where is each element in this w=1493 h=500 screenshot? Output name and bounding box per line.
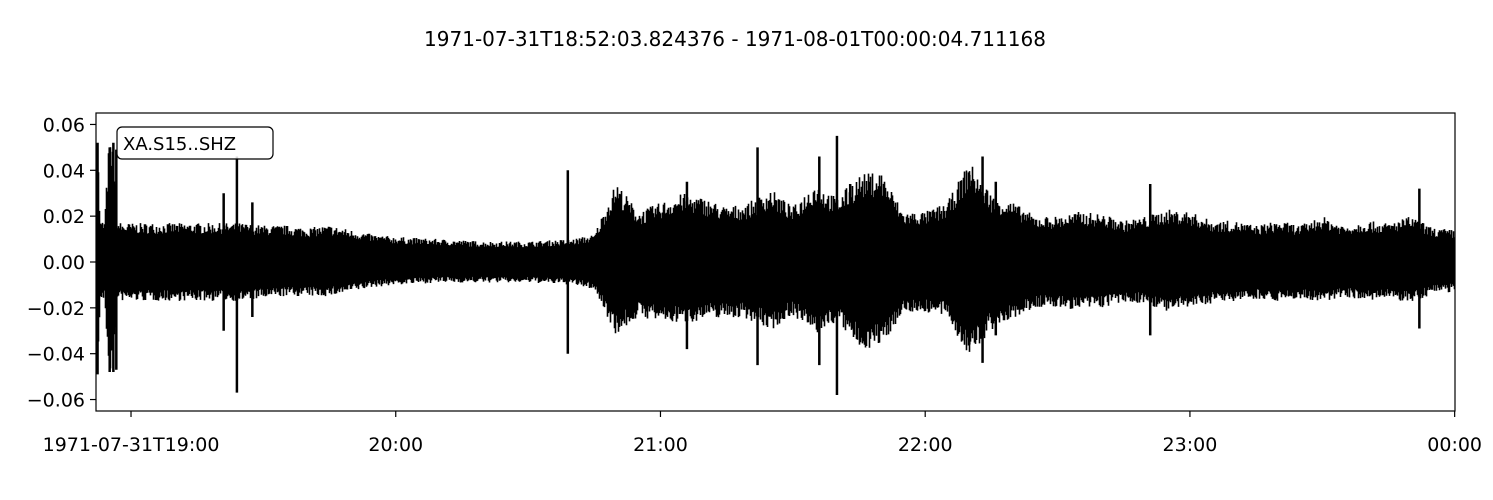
y-tick-label: 0.00 bbox=[43, 252, 85, 274]
x-axis: 1971-07-31T19:00 20:00 21:00 22:00 23:00 00:0… bbox=[43, 411, 1482, 456]
y-tick-label: 0.02 bbox=[43, 206, 85, 228]
y-tick-label: −0.06 bbox=[27, 390, 85, 412]
waveform-body bbox=[95, 147, 1456, 369]
y-tick-label: 0.06 bbox=[43, 114, 85, 136]
x-tick-label: 21:00 bbox=[633, 434, 688, 456]
waveform-trace bbox=[95, 135, 1456, 395]
x-tick-label: 00:00 bbox=[1427, 434, 1482, 456]
x-tick-label: 1971-07-31T19:00 bbox=[43, 434, 220, 456]
chart-title: 1971-07-31T18:52:03.824376 - 1971-08-01T… bbox=[424, 27, 1046, 51]
y-tick-label: 0.04 bbox=[43, 160, 85, 182]
x-tick-label: 22:00 bbox=[898, 434, 953, 456]
y-tick-label: −0.02 bbox=[27, 298, 85, 320]
x-tick-label: 23:00 bbox=[1163, 434, 1218, 456]
trace-label-box: XA.S15..SHZ bbox=[116, 126, 274, 160]
y-tick-label: −0.04 bbox=[27, 344, 85, 366]
trace-label: XA.S15..SHZ bbox=[123, 134, 236, 155]
x-tick-label: 20:00 bbox=[368, 434, 423, 456]
y-axis: 0.06 0.04 0.02 0.00 −0.02 −0.04 −0.06 bbox=[27, 114, 96, 412]
